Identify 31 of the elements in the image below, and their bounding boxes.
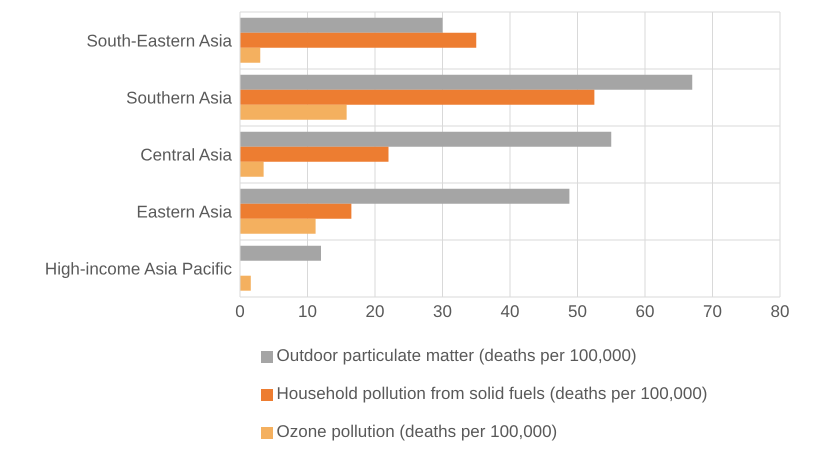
- bar: [240, 18, 442, 33]
- y-tick-label: Eastern Asia: [136, 202, 233, 222]
- x-tick-label: 20: [366, 302, 384, 322]
- legend-label: Ozone pollution (deaths per 100,000): [276, 422, 558, 441]
- bar: [240, 276, 251, 291]
- x-tick-label: 60: [636, 302, 654, 322]
- bar: [240, 104, 347, 120]
- bar: [240, 90, 594, 105]
- bar: [240, 162, 264, 177]
- x-tick-label: 80: [770, 302, 790, 322]
- x-tick-label: 50: [568, 302, 587, 322]
- bar: [240, 32, 476, 48]
- bar: [240, 188, 570, 204]
- legend-label: Household pollution from solid fuels (deaths per 100,000): [276, 384, 708, 403]
- y-tick-label: Southern Asia: [126, 88, 233, 108]
- x-tick-label: 30: [433, 302, 452, 322]
- bar: [240, 74, 692, 90]
- x-tick-label: 70: [703, 302, 722, 322]
- y-tick-label: Central Asia: [140, 146, 233, 165]
- bar: [240, 218, 316, 234]
- legend-label: Outdoor particulate matter (deaths per 100,000): [276, 346, 637, 365]
- bar: [240, 146, 388, 162]
- bar: [240, 132, 612, 147]
- bar: [240, 204, 352, 219]
- x-tick-label: 0: [235, 302, 245, 322]
- bar: [240, 48, 260, 63]
- y-tick-label: South-Eastern Asia: [86, 32, 233, 51]
- x-tick-label: 10: [298, 302, 317, 322]
- y-tick-label: High-income Asia Pacific: [44, 260, 232, 279]
- x-tick-label: 40: [500, 302, 520, 322]
- bar: [240, 246, 321, 261]
